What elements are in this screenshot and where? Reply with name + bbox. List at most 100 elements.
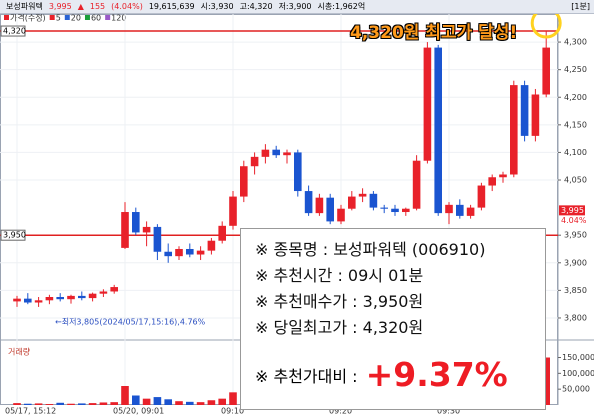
header-item: ▲: [77, 2, 84, 11]
candle-body: [78, 295, 86, 299]
volume-bar: [164, 399, 172, 405]
ref-label: 4,320: [3, 27, 26, 36]
legend-swatch: [84, 15, 90, 20]
y-tick-label: 4,050: [564, 176, 587, 185]
y-tick-label: 3,800: [564, 313, 587, 322]
candle-body: [402, 208, 410, 213]
x-tick-label: 09:30: [437, 407, 460, 416]
candle-body: [142, 226, 151, 233]
candle-body: [445, 204, 453, 214]
y-tick-label: 4,150: [564, 120, 587, 129]
y-tick-label: 3,850: [564, 286, 587, 295]
last-price: 3,995: [561, 206, 584, 215]
candle-body: [510, 85, 518, 175]
header-item: 고:4,320: [239, 2, 273, 11]
candle-body: [272, 149, 280, 156]
candle-body: [207, 240, 216, 251]
header-item: 3,995: [48, 2, 72, 11]
volume-bar: [121, 386, 129, 405]
x-tick-label: 05/17, 15:12: [5, 407, 56, 416]
legend-swatch: [64, 15, 70, 20]
last-price-box: [559, 205, 585, 216]
last-change: 4.04%: [561, 216, 587, 225]
candle-body: [45, 296, 54, 301]
volume-bar: [45, 404, 54, 405]
ref-label-box: [0, 25, 26, 37]
header-bar: [1분] 보성파워텍 3,995 ▲ 155 (4.04%) 19,615,639 시:3,…: [0, 0, 594, 14]
header-item: 시총:1,962억: [317, 2, 366, 11]
candle-body: [88, 293, 97, 299]
volume-bar: [24, 403, 32, 405]
ref-label: 3,950: [3, 231, 26, 240]
volume-bar: [34, 403, 43, 405]
candle-body: [369, 193, 378, 208]
info-last: ※ 추천가대비 : +9.37%: [255, 355, 545, 394]
candle-body: [456, 204, 464, 216]
low-annotation: ←최저3,805(2024/05/17,15:16),4.76%: [55, 317, 206, 327]
header-item: 보성파워텍: [6, 2, 43, 11]
candle-body: [110, 287, 118, 292]
candle-body: [153, 226, 162, 252]
candle-body: [121, 212, 129, 248]
info-last-label: ※ 추천가대비 :: [255, 367, 358, 386]
volume-bar: [56, 402, 64, 405]
legend-label: 가격(수정): [10, 13, 46, 23]
legend-label: 120: [111, 14, 126, 23]
volume-bar: [207, 400, 216, 405]
header-item: 저:3,900: [278, 2, 312, 11]
volume-bar: [132, 395, 140, 405]
volume-bar: [142, 398, 151, 405]
candle-body: [423, 47, 432, 161]
candle-body: [229, 196, 237, 226]
info-line: ※ 종목명 : 보성파워텍 (006910): [255, 240, 486, 259]
volume-bar: [175, 401, 183, 405]
candle-body: [499, 174, 507, 178]
volume-bar: [78, 403, 86, 405]
candle-body: [434, 47, 442, 214]
volume-tick-label: 150,000: [562, 353, 594, 362]
volume-bar: [542, 357, 550, 405]
candle-body: [283, 152, 291, 156]
candle-body: [132, 212, 140, 233]
y-tick-label: 3,900: [564, 258, 587, 267]
candle-body: [67, 295, 75, 300]
info-line: ※ 당일최고가 : 4,320원: [255, 318, 424, 337]
candle-body: [348, 196, 356, 209]
header-item: (4.04%): [111, 2, 143, 11]
volume-bar: [110, 402, 118, 405]
candle-body: [186, 248, 194, 255]
y-tick-label: 4,100: [564, 148, 587, 157]
info-last-value: +9.37%: [365, 355, 508, 394]
candle-body: [196, 250, 205, 255]
candle-body: [531, 94, 540, 136]
candle-body: [542, 47, 550, 95]
candle-body: [261, 149, 270, 157]
header-item: 155: [89, 2, 106, 11]
y-tick-label: 4,250: [564, 65, 587, 74]
volume-bar: [218, 398, 226, 405]
volume-bar: [186, 401, 194, 405]
candle-body: [240, 166, 248, 197]
x-tick-label: 05/20, 09:01: [113, 407, 164, 416]
period[interactable]: [1분]: [571, 2, 590, 11]
legend-label: 5: [56, 14, 61, 23]
x-tick-label: 09:10: [221, 407, 244, 416]
legend-label: 60: [91, 14, 101, 23]
y-tick-label: 4,200: [564, 93, 587, 102]
legend-swatch: [105, 15, 111, 20]
candle-body: [466, 207, 475, 216]
info-line: ※ 추천시간 : 09시 01분: [255, 266, 424, 285]
x-tick-label: 09:20: [329, 407, 352, 416]
candle-body: [380, 207, 388, 209]
candle-body: [358, 193, 367, 197]
volume-bar: [67, 403, 75, 405]
header-item: 시:3,930: [200, 2, 234, 11]
candle-body: [218, 225, 226, 241]
info-box: ※ 종목명 : 보성파워텍 (006910) ※ 추천시간 : 09시 01분 ※ …: [240, 228, 546, 410]
candle-body: [315, 197, 324, 214]
volume-bar: [13, 403, 21, 405]
volume-title: 거래량: [8, 347, 31, 357]
volume-tick-label: 100,000: [562, 369, 594, 378]
header-item: 19,615,639: [148, 2, 195, 11]
